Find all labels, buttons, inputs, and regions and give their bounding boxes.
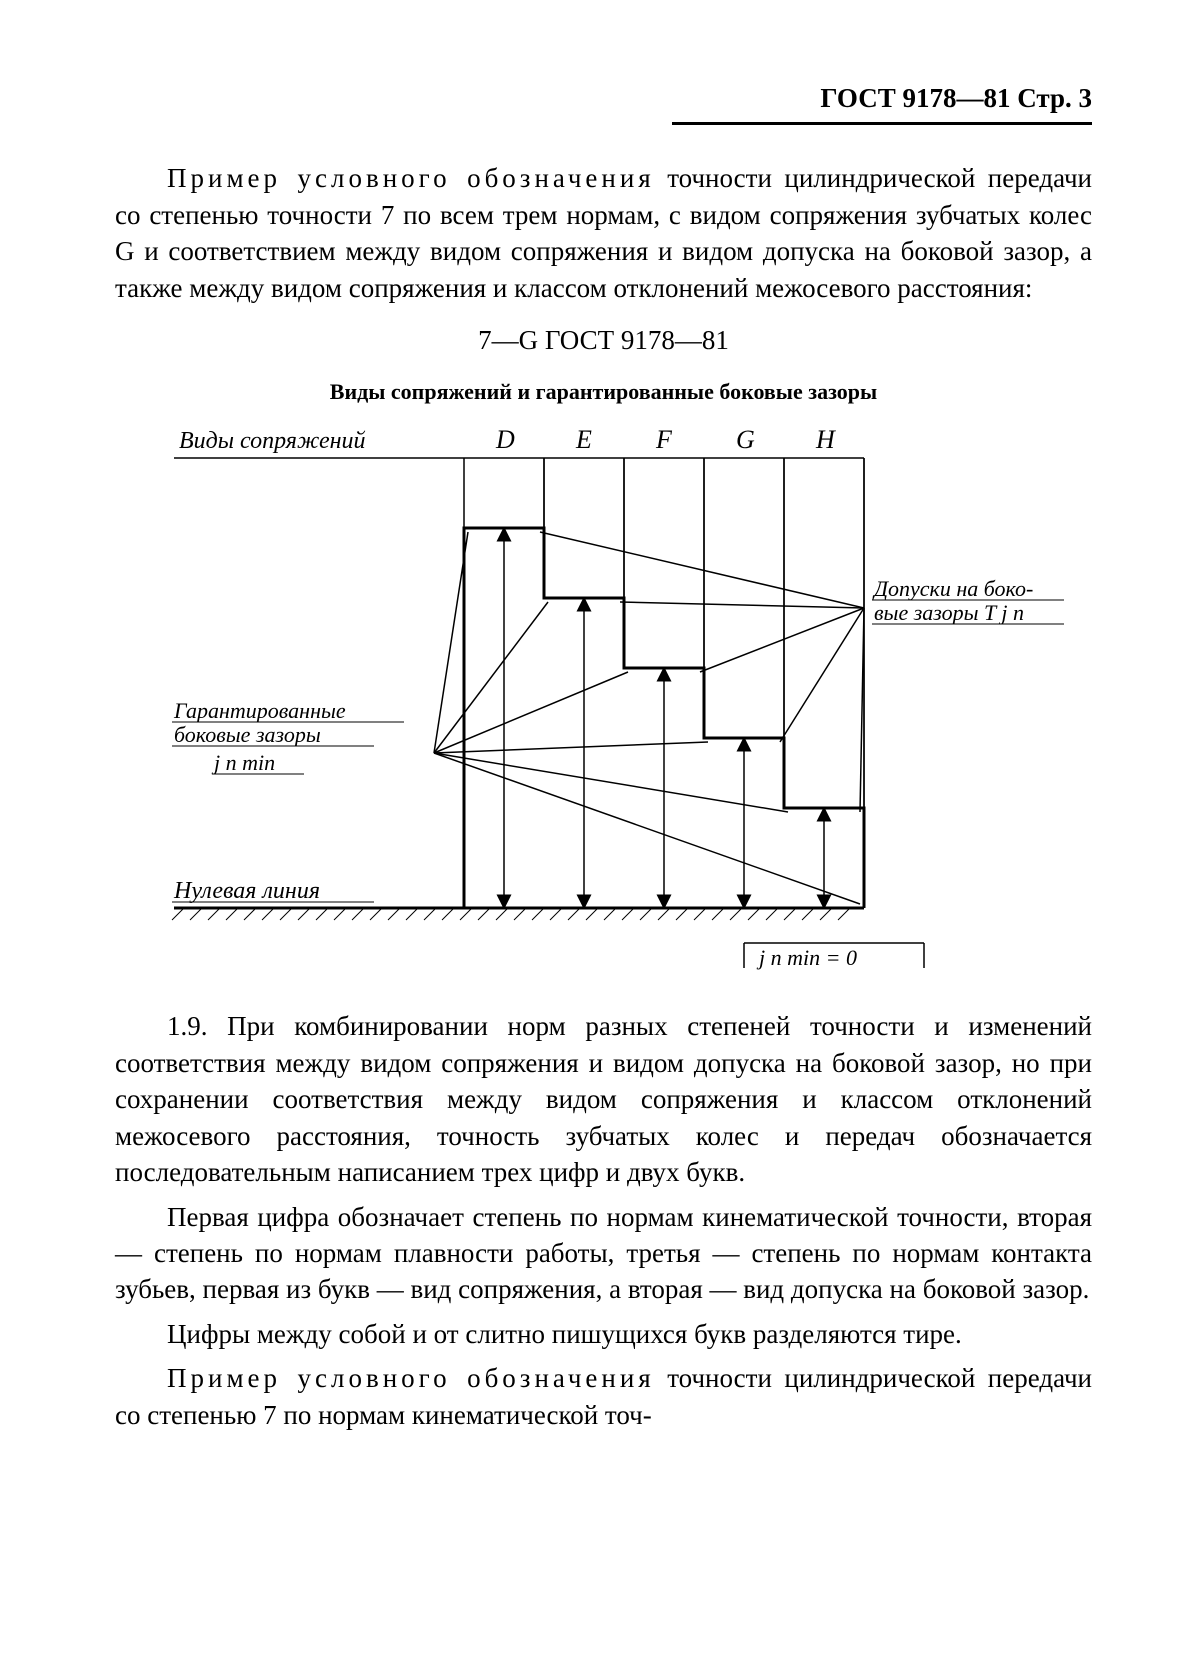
figure-title: Виды сопряжений и гарантированные боковы… — [115, 377, 1092, 407]
diagram-svg: Виды сопряжений D E F G H Допуски на боко-вые … — [144, 418, 1064, 983]
svg-text:вые зазоры T j n: вые зазоры T j n — [874, 600, 1024, 625]
svg-text:Допуски на боко-: Допуски на боко- — [872, 576, 1033, 601]
paragraph-5: Пример условного обозначения точности ци… — [115, 1360, 1092, 1433]
paragraph-1: Пример условного обозначения точности ци… — [115, 160, 1092, 306]
svg-text:j n min: j n min — [211, 750, 275, 775]
svg-text:Виды сопряжений: Виды сопряжений — [179, 428, 366, 454]
page: ГОСТ 9178—81 Стр. 3 Пример условного обо… — [0, 0, 1187, 1501]
svg-text:Гарантированные: Гарантированные — [173, 698, 346, 723]
p1-lead: Пример условного обозначения — [167, 163, 655, 193]
svg-text:G: G — [736, 425, 755, 454]
svg-text:боковые зазоры: боковые зазоры — [174, 722, 321, 747]
paragraph-3: Первая цифра обозначает степень по норма… — [115, 1199, 1092, 1308]
header-rule — [672, 122, 1092, 125]
paragraph-2: 1.9. При комбинировании норм разных степ… — [115, 1008, 1092, 1190]
designation-line: 7—G ГОСТ 9178—81 — [115, 322, 1092, 358]
svg-text:F: F — [655, 425, 673, 454]
svg-text:D: D — [495, 425, 515, 454]
svg-text:j n min = 0: j n min = 0 — [756, 945, 857, 970]
svg-text:H: H — [815, 425, 836, 454]
page-header: ГОСТ 9178—81 Стр. 3 — [115, 80, 1092, 116]
svg-text:E: E — [575, 425, 592, 454]
figure: Виды сопряжений D E F G H Допуски на боко-вые … — [144, 418, 1064, 983]
p5-lead: Пример условного обозначения — [167, 1363, 655, 1393]
paragraph-4: Цифры между собой и от слитно пишущихся … — [115, 1316, 1092, 1352]
svg-text:Нулевая линия: Нулевая линия — [173, 878, 320, 904]
